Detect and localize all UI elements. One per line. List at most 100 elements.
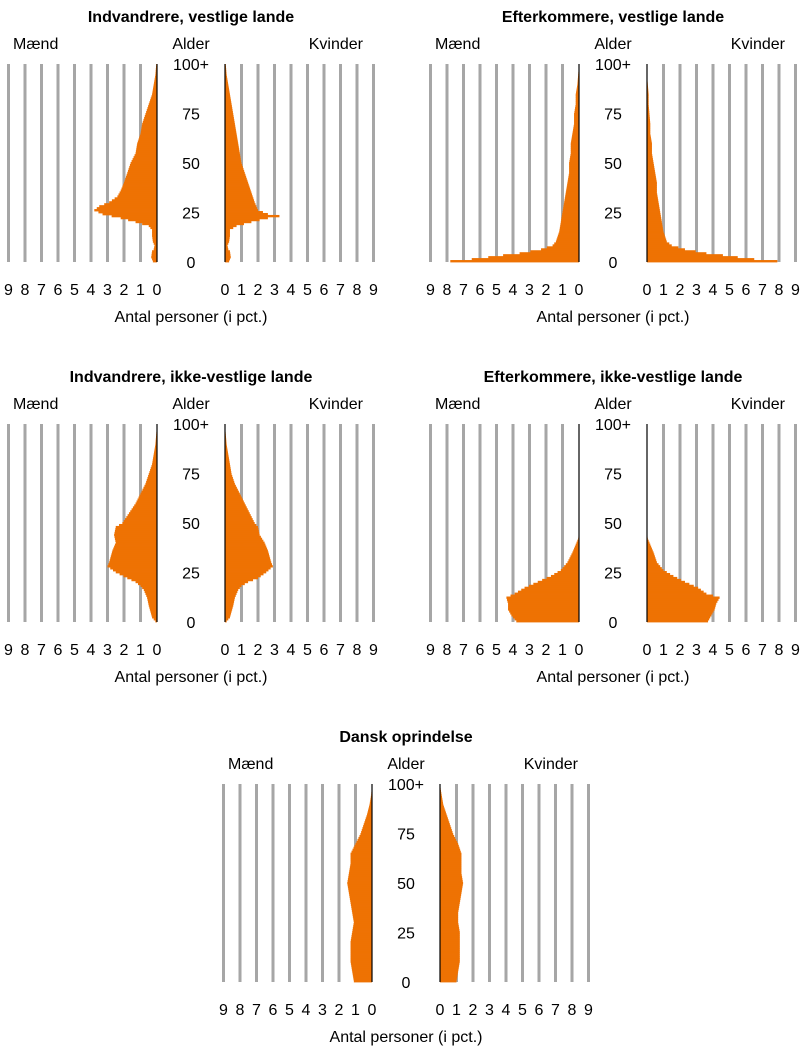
x-tick-men-7: 7 (37, 282, 46, 299)
age-tick-label: 25 (604, 566, 622, 583)
bar-women-age-44 (647, 173, 656, 177)
bar-men-age-72 (146, 478, 157, 482)
bar-men-age-4 (151, 252, 157, 255)
bar-women-age-49 (225, 163, 243, 167)
bar-women-age-3 (647, 614, 712, 617)
bar-men-age-4 (519, 252, 579, 255)
bar-women-age-94 (440, 795, 442, 799)
bar-men-age-12 (350, 956, 372, 959)
bar-men-age-71 (142, 120, 157, 124)
bar-women-age-37 (647, 187, 657, 190)
bar-men-age-10 (350, 960, 372, 963)
bar-men-age-77 (150, 469, 157, 472)
bar-men-age-70 (574, 122, 579, 126)
bar-men-age-45 (348, 891, 372, 895)
bar-men-age-75 (574, 113, 579, 116)
bar-women-age-34 (440, 913, 459, 916)
bar-men-age-36 (573, 549, 579, 552)
bar-men-age-11 (152, 238, 157, 241)
bar-women-age-39 (440, 903, 460, 906)
bar-men-age-12 (147, 596, 157, 599)
bar-men-age-23 (561, 214, 579, 218)
bar-men-age-38 (351, 905, 372, 908)
age-tick-label: 100+ (595, 417, 631, 434)
bar-men-age-27 (110, 567, 157, 570)
bar-women-age-78 (225, 107, 233, 110)
bar-men-age-73 (574, 116, 579, 120)
bar-women-age-6 (225, 608, 233, 611)
bar-men-age-65 (350, 852, 372, 855)
bar-women-age-35 (225, 191, 252, 194)
bar-women-age-87 (647, 89, 649, 92)
bar-women-age-62 (225, 138, 238, 141)
bar-men-age-42 (125, 177, 157, 181)
bar-men-age-63 (138, 496, 157, 499)
bar-men-age-28 (563, 205, 579, 208)
bar-men-age-0 (516, 620, 579, 623)
bar-women-age-0 (225, 260, 230, 263)
bar-men-age-67 (352, 848, 372, 852)
x-tick-women-5: 5 (303, 642, 312, 659)
bar-men-age-6 (508, 608, 579, 611)
x-tick-women-0: 0 (436, 1002, 445, 1019)
age-axis-label: Alder (387, 756, 425, 773)
bar-women-age-64 (225, 134, 237, 137)
bar-women-age-71 (440, 840, 458, 844)
bar-men-age-5 (352, 970, 372, 973)
bar-women-age-38 (440, 905, 460, 908)
x-tick-women-0: 0 (643, 282, 652, 299)
bar-women-age-66 (440, 850, 461, 854)
bar-men-age-61 (137, 140, 157, 143)
bar-men-age-35 (352, 911, 372, 914)
bar-women-age-75 (225, 113, 234, 116)
bar-men-age-2 (513, 616, 579, 619)
bar-men-age-90 (153, 83, 157, 86)
bar-women-age-26 (647, 569, 664, 572)
bar-men-age-18 (560, 224, 579, 228)
bar-men-age-26 (113, 569, 157, 572)
bar-women-age-54 (647, 154, 653, 157)
bar-women-age-18 (225, 224, 237, 228)
bar-women-age-72 (440, 838, 457, 842)
bar-men-age-24 (351, 932, 372, 936)
x-tick-men-5: 5 (285, 1002, 294, 1019)
bar-men-age-61 (571, 140, 579, 143)
bar-men-age-80 (148, 103, 157, 106)
bar-women-age-49 (225, 523, 257, 527)
bar-men-age-8 (552, 244, 579, 247)
bar-women-age-36 (647, 189, 657, 192)
bar-women-age-29 (647, 203, 659, 206)
x-tick-men-4: 4 (302, 1002, 311, 1019)
bar-women-age-8 (647, 604, 716, 607)
bar-women-age-62 (647, 138, 652, 141)
bar-men-age-56 (349, 870, 372, 873)
bar-men-age-50 (569, 162, 579, 165)
bar-men-age-17 (142, 586, 157, 590)
age-tick-label: 25 (182, 566, 200, 583)
age-axis-label: Alder (172, 36, 210, 53)
bar-women-age-4 (440, 972, 458, 975)
x-tick-men-4: 4 (87, 642, 96, 659)
bar-women-age-11 (225, 238, 230, 241)
bar-men-age-76 (361, 831, 372, 834)
age-axis-label: Alder (594, 36, 632, 53)
bar-women-age-78 (225, 467, 231, 470)
bar-men-age-91 (369, 801, 372, 805)
x-tick-women-7: 7 (758, 282, 767, 299)
bar-women-age-83 (225, 457, 229, 460)
chart-title: Efterkommere, ikke-vestlige lande (484, 369, 743, 386)
bar-men-age-77 (146, 109, 157, 112)
bar-women-age-41 (440, 899, 461, 903)
bar-women-age-76 (225, 471, 232, 474)
bar-men-age-32 (353, 917, 372, 920)
bar-women-age-10 (225, 600, 235, 603)
bar-women-age-75 (440, 833, 454, 836)
bar-women-age-10 (440, 960, 460, 963)
bar-men-age-19 (533, 582, 579, 586)
x-tick-men-9: 9 (4, 642, 13, 659)
bar-women-age-79 (440, 825, 451, 828)
bar-women-age-52 (440, 878, 463, 881)
bar-men-age-70 (355, 842, 372, 846)
bar-men-age-97 (155, 69, 157, 73)
bar-women-age-62 (440, 858, 462, 861)
